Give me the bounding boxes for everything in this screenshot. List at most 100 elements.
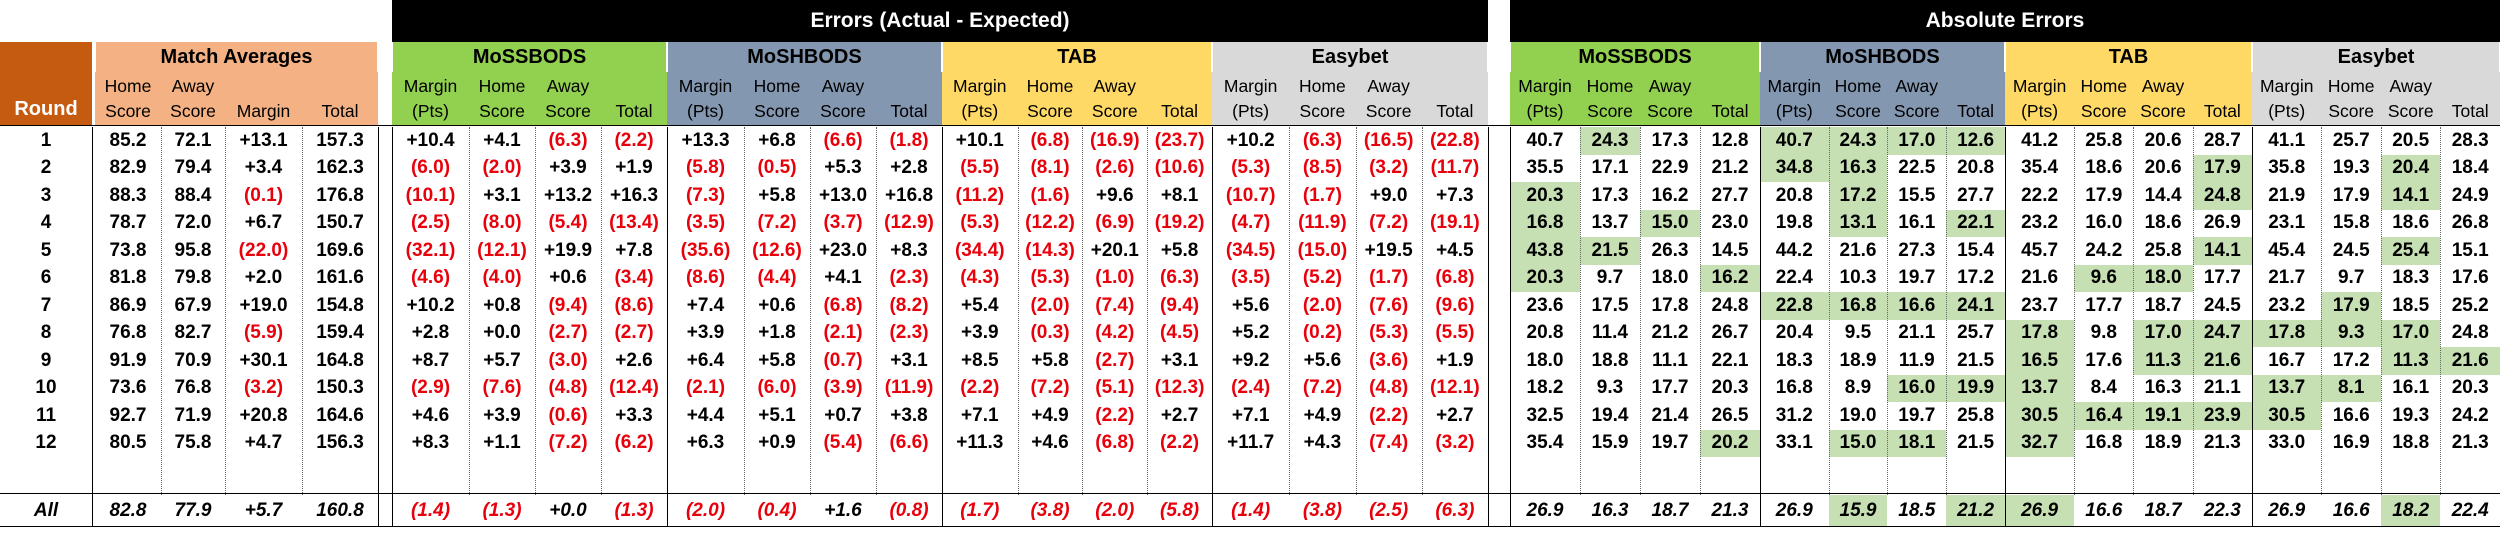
col-header-line: Total (1957, 100, 1995, 121)
col-header-line: Home (2327, 75, 2375, 96)
round-label: 5 (40, 239, 52, 261)
abs-error-cell: 11.3 (2133, 347, 2193, 375)
abs-error-cell: 24.8 (2451, 322, 2489, 344)
error-cell: (34.4) (954, 239, 1005, 261)
grid-line (92, 127, 93, 527)
abs-error-cell: 18.0 (2133, 264, 2193, 292)
abs-error-cell: 17.8 (1651, 294, 1689, 316)
abs-error-all-cell: 21.3 (1711, 500, 1749, 521)
grid-line (1289, 127, 1291, 495)
abs_errors-group-moshbods: MoSHBODS (1760, 42, 2005, 72)
abs_errors-col-header: Total (2440, 72, 2500, 125)
abs-error-cell: 30.5 (2005, 402, 2075, 430)
abs-error-cell: 25.8 (1957, 404, 1995, 426)
col-header-line: Home (1026, 75, 1074, 96)
error-all-cell: (0.4) (757, 500, 797, 521)
col-header-line: Score (1835, 100, 1881, 121)
error-cell: +8.7 (411, 349, 450, 371)
abs-error-cell: 17.1 (1591, 157, 1629, 179)
abs-error-cell: 26.3 (1651, 239, 1689, 261)
error-cell: (0.2) (1302, 322, 1342, 344)
abs_errors-col-header: Total (1946, 72, 2005, 125)
col-header-line: Home (2080, 75, 2128, 96)
grid-line (667, 127, 668, 527)
abs-error-cell: 18.6 (2085, 157, 2123, 179)
abs-error-cell: 21.6 (1839, 239, 1877, 261)
abs-error-cell: 9.5 (1844, 322, 1872, 344)
match-avg-all-cell: 82.8 (109, 500, 147, 521)
abs-error-cell: 18.9 (2144, 432, 2182, 454)
abs-error-cell: 21.1 (2203, 377, 2241, 399)
match-avg-cell: 164.6 (316, 404, 364, 426)
error-cell: (5.5) (1435, 322, 1475, 344)
error-cell: (19.1) (1430, 212, 1480, 234)
abs-error-cell: 17.2 (1828, 182, 1888, 210)
error-cell: +8.3 (411, 432, 450, 454)
abs-error-all-cell: 18.5 (1898, 500, 1936, 521)
match-avg-cell: 162.3 (316, 157, 364, 179)
abs-error-cell: 41.1 (2268, 129, 2306, 151)
col-header-line: Score (170, 100, 216, 121)
grid-line (1760, 127, 1761, 527)
abs-error-cell: 14.1 (2380, 182, 2441, 210)
error-cell: +2.7 (1160, 404, 1199, 426)
error-cell: (5.4) (548, 212, 588, 234)
error-cell: (3.2) (1369, 157, 1409, 179)
round-label: 8 (40, 322, 52, 344)
error-cell: (4.6) (410, 267, 451, 289)
error-cell: (6.9) (1095, 212, 1135, 234)
grid-line (2440, 127, 2442, 495)
abs-error-cell: 24.8 (2192, 182, 2252, 210)
abs-error-cell: 18.1 (1887, 429, 1947, 457)
error-cell: +0.8 (483, 294, 521, 316)
abs-error-cell: 19.9 (1946, 374, 2005, 402)
match-avg-cell: 73.6 (109, 377, 147, 399)
abs-error-cell: 18.5 (2392, 294, 2430, 316)
error-cell: (16.5) (1363, 129, 1414, 151)
error-cell: (2.7) (614, 322, 654, 344)
abs-error-cell: 16.3 (2144, 377, 2182, 399)
error-cell: (6.2) (614, 432, 654, 454)
error-all-cell: (2.0) (1095, 500, 1135, 521)
match-avg-cell: 159.4 (316, 322, 364, 344)
round-label: 9 (40, 349, 52, 371)
abs-error-cell: 22.4 (1775, 267, 1813, 289)
error-all-cell: (1.7) (960, 500, 1000, 521)
error-cell: (2.9) (410, 377, 451, 399)
col-header-line (261, 74, 266, 99)
abs_errors-col-header: Away Score (2133, 72, 2193, 125)
error-cell: +3.9 (549, 157, 587, 179)
col-header-line: Total (321, 100, 359, 121)
error-cell: +9.6 (1096, 184, 1134, 206)
error-cell: +2.8 (411, 322, 450, 344)
abs-error-cell: 13.7 (2005, 374, 2075, 402)
abs-error-cell: 30.5 (2252, 402, 2322, 430)
match-avg-cell: +2.0 (244, 267, 283, 289)
abs-error-cell: 17.0 (1887, 127, 1947, 155)
errors-col-header: Away Score (1355, 72, 1422, 125)
col-header-line (1973, 74, 1978, 99)
abs-error-cell: 22.1 (1711, 349, 1749, 371)
abs-error-all-cell: 26.9 (2268, 500, 2306, 521)
abs-error-cell: 8.4 (2090, 377, 2117, 399)
error-cell: +7.1 (961, 404, 999, 426)
grid-line (392, 127, 393, 527)
grid-line (942, 127, 943, 527)
error-cell: (2.2) (1369, 404, 1409, 426)
match-avg-cell: +3.4 (244, 157, 283, 179)
error-cell: +5.6 (1303, 349, 1342, 371)
abs_errors-col-header: Home Score (2321, 72, 2381, 125)
col-header-line: Total (1436, 100, 1474, 121)
error-cell: +5.8 (1031, 349, 1069, 371)
abs-error-cell: 23.9 (2192, 402, 2252, 430)
error-cell: (14.3) (1025, 239, 1075, 261)
abs_errors-group-tab: TAB (2005, 42, 2252, 72)
round-label: 3 (40, 184, 52, 206)
error-cell: (12.1) (477, 239, 527, 261)
abs-error-cell: 19.1 (2133, 402, 2193, 430)
abs-error-cell: 20.8 (1775, 184, 1813, 206)
error-cell: (2.6) (1095, 157, 1135, 179)
abs-error-cell: 40.7 (1526, 129, 1564, 151)
abs-error-cell: 20.6 (2144, 157, 2182, 179)
abs-error-cell: 13.7 (2252, 374, 2322, 402)
